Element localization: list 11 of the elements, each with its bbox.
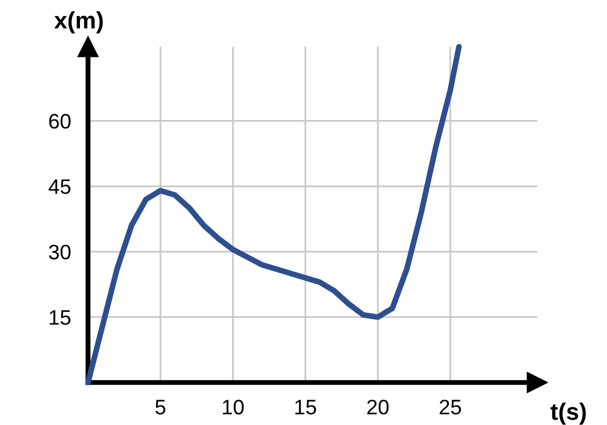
y-tick-label: 45 (48, 180, 70, 194)
x-tick-label: 10 (222, 400, 244, 414)
y-axis-title: x(m) (54, 11, 103, 34)
y-tick-label: 15 (50, 310, 70, 325)
y-tick-label: 60 (49, 114, 71, 129)
x-tick-label: 15 (295, 400, 316, 414)
x-tick-label: 25 (440, 400, 461, 414)
x-axis-title: t(s) (550, 402, 586, 425)
x-tick-label: 20 (367, 400, 389, 414)
x-tick-label: 5 (156, 400, 166, 414)
y-tick-label: 30 (48, 244, 71, 260)
